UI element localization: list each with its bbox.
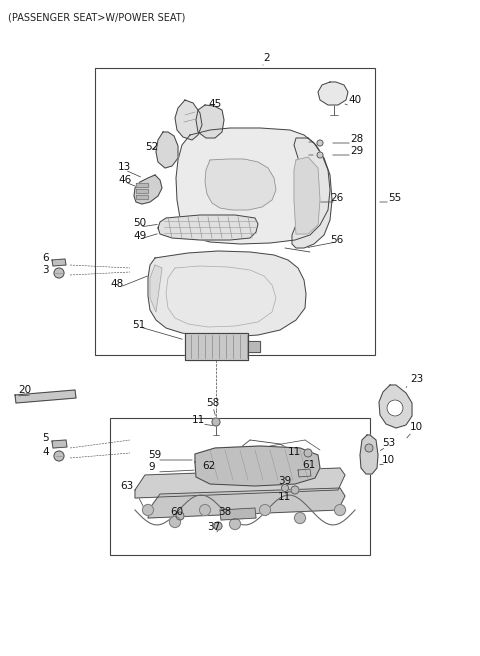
Polygon shape [15, 390, 76, 403]
Text: 39: 39 [278, 476, 291, 486]
Circle shape [143, 504, 154, 516]
Polygon shape [294, 157, 320, 234]
Circle shape [229, 518, 240, 529]
Polygon shape [52, 440, 67, 448]
Text: 29: 29 [350, 146, 363, 156]
Polygon shape [134, 175, 162, 204]
Circle shape [200, 504, 211, 516]
Text: 62: 62 [202, 461, 215, 471]
Polygon shape [318, 82, 348, 105]
Text: 3: 3 [42, 265, 48, 275]
Polygon shape [150, 265, 162, 312]
Text: 10: 10 [382, 455, 395, 465]
Text: 2: 2 [263, 53, 270, 63]
Circle shape [291, 486, 299, 494]
Circle shape [317, 140, 323, 146]
Circle shape [260, 504, 271, 516]
Circle shape [54, 268, 64, 278]
Text: 13: 13 [118, 162, 131, 172]
Text: 59: 59 [148, 450, 161, 460]
Text: 53: 53 [382, 438, 395, 448]
Text: 51: 51 [132, 320, 145, 330]
Text: 50: 50 [133, 218, 146, 228]
Circle shape [295, 512, 305, 523]
Polygon shape [176, 128, 330, 244]
Circle shape [54, 451, 64, 461]
Text: 63: 63 [120, 481, 133, 491]
Text: 9: 9 [148, 462, 155, 472]
Polygon shape [205, 159, 276, 210]
Text: 60: 60 [170, 507, 183, 517]
Text: 45: 45 [208, 99, 221, 109]
Text: 11: 11 [192, 415, 205, 425]
Polygon shape [175, 100, 202, 140]
Circle shape [304, 449, 312, 457]
Polygon shape [136, 195, 148, 199]
Polygon shape [195, 446, 320, 486]
Circle shape [317, 152, 323, 158]
Text: 23: 23 [410, 374, 423, 384]
Polygon shape [379, 385, 412, 428]
Text: 6: 6 [42, 253, 48, 263]
Text: (PASSENGER SEAT>W/POWER SEAT): (PASSENGER SEAT>W/POWER SEAT) [8, 12, 185, 22]
Text: 38: 38 [218, 507, 231, 517]
Text: 26: 26 [330, 193, 343, 203]
Polygon shape [148, 488, 345, 518]
Text: 11: 11 [288, 447, 301, 457]
Circle shape [365, 444, 373, 452]
Circle shape [387, 400, 403, 416]
Text: 37: 37 [207, 522, 220, 532]
Text: 58: 58 [206, 398, 219, 408]
Polygon shape [52, 259, 66, 266]
Text: 11: 11 [278, 492, 291, 502]
Polygon shape [360, 435, 378, 474]
Circle shape [212, 418, 220, 426]
Polygon shape [158, 215, 258, 240]
Text: 5: 5 [42, 433, 48, 443]
Polygon shape [196, 105, 224, 138]
Bar [95, 68, 375, 355]
Polygon shape [220, 508, 256, 520]
Polygon shape [136, 183, 148, 187]
Polygon shape [135, 468, 345, 498]
Polygon shape [148, 251, 306, 337]
Polygon shape [248, 341, 260, 352]
Circle shape [176, 512, 184, 520]
Text: 56: 56 [330, 235, 343, 245]
Text: 20: 20 [18, 385, 31, 395]
Text: 49: 49 [133, 231, 146, 241]
Polygon shape [136, 189, 148, 193]
Text: 4: 4 [42, 447, 48, 457]
Bar [110, 418, 370, 555]
Text: 52: 52 [145, 142, 158, 152]
Circle shape [169, 516, 180, 527]
Text: 46: 46 [118, 175, 131, 185]
Circle shape [214, 522, 222, 530]
Polygon shape [292, 138, 332, 248]
Text: 48: 48 [110, 279, 123, 289]
Polygon shape [156, 132, 178, 168]
Circle shape [281, 485, 288, 491]
Text: 40: 40 [348, 95, 361, 105]
Text: 28: 28 [350, 134, 363, 144]
Circle shape [335, 504, 346, 516]
Polygon shape [298, 469, 311, 477]
Polygon shape [185, 333, 248, 360]
Text: 61: 61 [302, 460, 315, 470]
Text: 55: 55 [388, 193, 401, 203]
Text: 10: 10 [410, 422, 423, 432]
